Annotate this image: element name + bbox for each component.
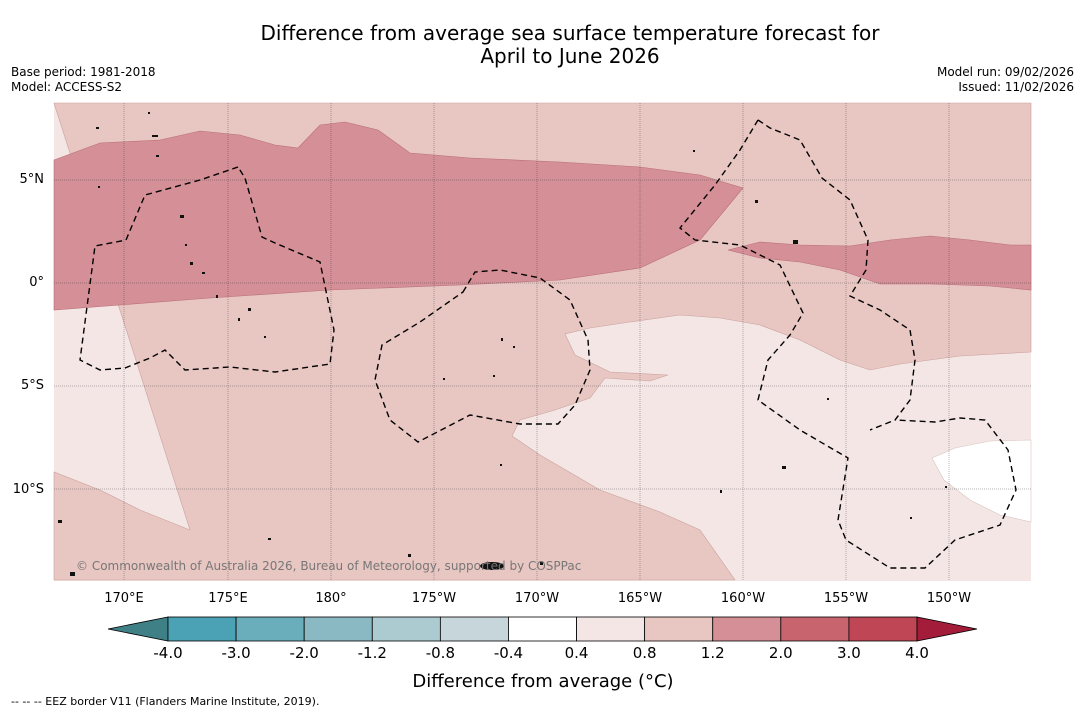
title-line-1: Difference from average sea surface temp… bbox=[260, 21, 880, 45]
eez-borders bbox=[79, 119, 1017, 569]
colorbar bbox=[107, 616, 978, 642]
lat-label-10s: 10°S bbox=[13, 482, 44, 497]
islands bbox=[58, 112, 947, 576]
colorbar-tick-label: 0.4 bbox=[565, 644, 589, 662]
eez-border-phoenix bbox=[374, 269, 591, 443]
run-info: Model run: 09/02/2026 Issued: 11/02/2026 bbox=[937, 65, 1074, 95]
colorbar-tick-label: 3.0 bbox=[837, 644, 861, 662]
anomaly-zone-neutral bbox=[931, 439, 1032, 523]
lon-label-165w: 165°W bbox=[618, 591, 662, 606]
anomaly-zone-1.2-2.0-west bbox=[53, 121, 744, 311]
graticule bbox=[54, 103, 1031, 581]
colorbar-tick-label: 2.0 bbox=[769, 644, 793, 662]
colorbar-extend-min bbox=[107, 616, 169, 642]
lat-label-5s: 5°S bbox=[21, 378, 44, 393]
longitude-labels: 170°E 175°E 180° 175°W 170°W 165°W 160°W… bbox=[104, 591, 971, 606]
colorbar-segment bbox=[303, 616, 373, 642]
colorbar-tick-label: -0.8 bbox=[426, 644, 455, 662]
colorbar-segment bbox=[167, 616, 237, 642]
model-run: Model run: 09/02/2026 bbox=[936, 65, 1074, 79]
model-info: Base period: 1981-2018 Model: ACCESS-S2 bbox=[11, 65, 156, 95]
lat-label-5n: 5°N bbox=[20, 172, 45, 187]
colorbar-segment bbox=[439, 616, 509, 642]
colorbar-tick-label: 4.0 bbox=[905, 644, 929, 662]
colorbar-tick-label: -3.0 bbox=[221, 644, 250, 662]
colorbar-segment bbox=[576, 616, 646, 642]
colorbar-segment bbox=[780, 616, 850, 642]
colorbar-segment bbox=[371, 616, 441, 642]
colorbar-tick-label: -4.0 bbox=[153, 644, 182, 662]
issued-date: Issued: 11/02/2026 bbox=[958, 80, 1074, 94]
copyright-notice: © Commonwealth of Australia 2026, Bureau… bbox=[76, 559, 581, 573]
model-name: Model: ACCESS-S2 bbox=[11, 80, 123, 94]
colorbar-tick-label: 1.2 bbox=[701, 644, 725, 662]
colorbar-tick-label: -0.4 bbox=[494, 644, 523, 662]
colorbar-tick-label: 0.8 bbox=[633, 644, 657, 662]
colorbar-segment bbox=[848, 616, 918, 642]
colorbar-tick-label: -1.2 bbox=[358, 644, 387, 662]
colorbar-ticks: -4.0 -3.0 -2.0 -1.2 -0.8 -0.4 0.4 0.8 1.2 2.0 3.0 4… bbox=[153, 644, 929, 662]
colorbar-segment bbox=[644, 616, 714, 642]
lon-label-160w: 160°W bbox=[721, 591, 765, 606]
lon-label-150w: 150°W bbox=[927, 591, 971, 606]
colorbar-segment bbox=[508, 616, 577, 642]
latitude-labels: 5°N 0° 5°S 10°S bbox=[13, 172, 44, 497]
colorbar-label: Difference from average (°C) bbox=[412, 671, 673, 692]
base-period: Base period: 1981-2018 bbox=[11, 65, 156, 79]
colorbar-segment bbox=[235, 616, 305, 642]
lat-label-equator: 0° bbox=[29, 275, 44, 290]
colorbar-segment bbox=[712, 616, 782, 642]
eez-border-line-islands bbox=[757, 119, 916, 431]
eez-border-tuvalu bbox=[79, 166, 335, 373]
eez-border-line-islands-west bbox=[679, 119, 1017, 569]
anomaly-zone-1.2-2.0-east bbox=[727, 235, 1032, 291]
eez-footnote: -- -- -- EEZ border V11 (Flanders Marine… bbox=[11, 695, 320, 708]
lon-label-175w: 175°W bbox=[412, 591, 456, 606]
lon-label-170e: 170°E bbox=[104, 591, 144, 606]
colorbar-tick-label: -2.0 bbox=[290, 644, 319, 662]
lon-label-180: 180° bbox=[315, 591, 346, 606]
title-line-2: April to June 2026 bbox=[480, 44, 660, 68]
lon-label-175e: 175°E bbox=[208, 591, 248, 606]
lon-label-170w: 170°W bbox=[515, 591, 559, 606]
lon-label-155w: 155°W bbox=[824, 591, 868, 606]
colorbar-extend-max bbox=[916, 616, 978, 642]
map-title: Difference from average sea surface temp… bbox=[200, 22, 940, 68]
